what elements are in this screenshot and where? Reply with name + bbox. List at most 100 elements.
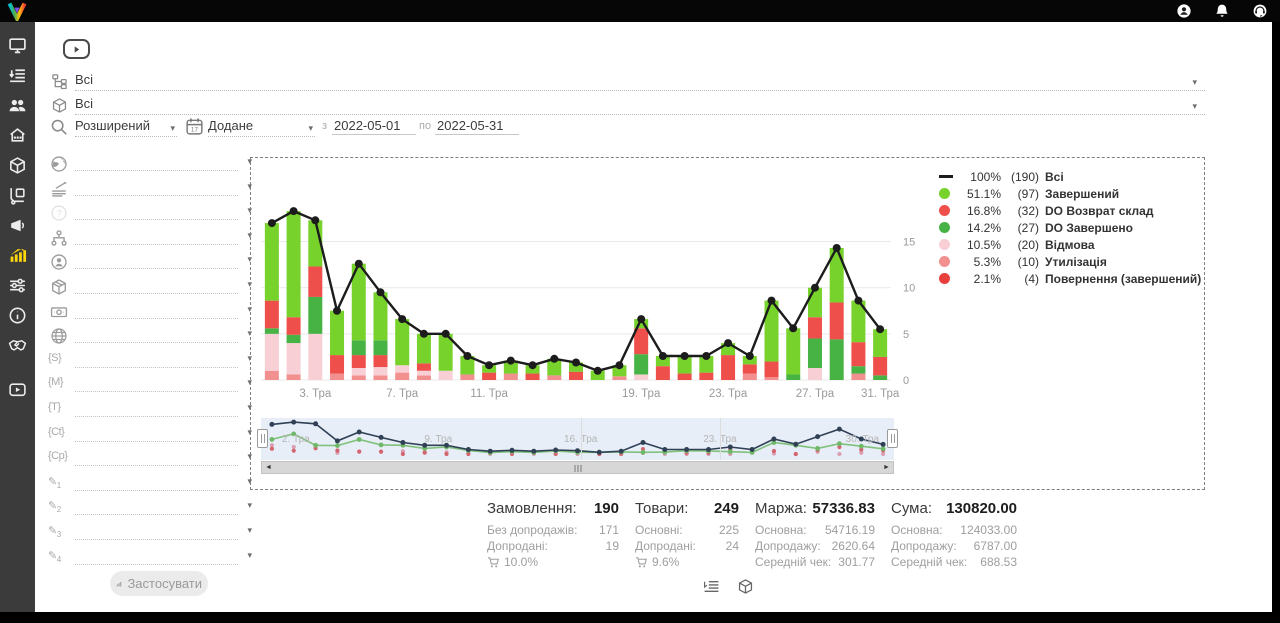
legend-item[interactable]: 100% (190) Всі [939, 168, 1201, 185]
category-select[interactable]: Всі ▾ [75, 72, 1205, 91]
app-logo-icon[interactable] [7, 1, 27, 21]
scrollbar-grip[interactable] [574, 464, 581, 472]
navigator-selection[interactable] [261, 418, 894, 460]
legend-item[interactable]: 10.5% (20) Відмова [939, 236, 1201, 253]
filter-select-8[interactable]: ▾ [75, 351, 252, 368]
filter-select-14[interactable]: ▾ [75, 498, 252, 516]
stat-cart-percent: 9.6% [635, 555, 739, 569]
filter-row-notes: ▾ [35, 177, 275, 202]
legend-swatch [939, 175, 959, 178]
product-select[interactable]: Всі ▾ [75, 96, 1205, 115]
chevron-down-icon: ▾ [247, 328, 252, 339]
filter-select-10[interactable]: ▾ [75, 400, 252, 417]
cube-icon [50, 278, 68, 296]
filter-select-16[interactable]: ▾ [75, 548, 252, 565]
main-content: Всі ▾ Всі ▾ Розширений ▾ 17 [35, 22, 1272, 612]
user-profile-icon[interactable] [1176, 3, 1192, 19]
support-headset-icon[interactable] [1252, 3, 1268, 19]
filter-select-6[interactable]: ▾ [75, 302, 252, 319]
chevron-down-icon: ▾ [247, 278, 252, 289]
legend-item[interactable]: 51.1% (97) Завершений [939, 185, 1201, 202]
category-tree-icon [51, 73, 68, 90]
date-to-label: по [419, 120, 432, 132]
filter-select-12[interactable]: ▾ [75, 449, 252, 467]
filter-select-3[interactable]: ▾ [75, 228, 252, 245]
scroll-left-arrow[interactable]: ◄ [265, 464, 272, 471]
scroll-right-arrow[interactable]: ► [883, 464, 890, 471]
filter-select-13[interactable]: ▾ [75, 474, 252, 491]
navigator-handle-left[interactable] [257, 429, 268, 448]
sidebar-item-trolley-icon[interactable] [8, 186, 27, 205]
list-view-toggle-icon[interactable] [703, 578, 720, 595]
sidebar-item-handshake-icon[interactable] [8, 336, 27, 355]
legend-swatch [939, 256, 959, 267]
filter-row-Cp: {Cp} ▾ [35, 447, 275, 472]
chevron-down-icon: ▾ [247, 451, 252, 462]
legend-item[interactable]: 5.3% (10) Утилізація [939, 253, 1201, 270]
svg-text:7. Тра: 7. Тра [386, 388, 419, 400]
apply-button-label: Застосувати [127, 576, 202, 591]
legend-label: Всі [1045, 169, 1064, 184]
stats-card: Маржа: 57336.83 Основна: 54716.19 Допродажу:… [755, 500, 875, 570]
filter-select-11[interactable]: ▾ [75, 425, 252, 442]
filter-row-user: ▾ [35, 250, 275, 275]
sidebar-item-order-list-icon[interactable] [8, 66, 27, 85]
filter-select-4[interactable]: ▾ [75, 252, 252, 270]
orders-stacked-chart[interactable]: 0 5 10 15 3. Тра 7. Тра 11. Тра 19. Тра 23. Тра 2… [261, 200, 921, 406]
chevron-down-icon: ▾ [247, 205, 252, 216]
legend-count: (27) [1017, 220, 1039, 235]
video-tutorial-button[interactable] [63, 39, 90, 59]
tag-cp-icon: {Cp} [48, 450, 68, 463]
stat-subrow: Основна: 124033.00 [891, 523, 1017, 537]
apply-button[interactable]: Застосувати [110, 571, 208, 596]
search-mode-value: Розширений [75, 118, 150, 133]
stat-value: 249 [713, 500, 739, 517]
navigator-axis-label: 9. Тра [424, 434, 453, 445]
filter-select-5[interactable]: ▾ [75, 277, 252, 294]
mini-chart-icon [116, 581, 122, 586]
navigator-handle-right[interactable] [887, 429, 898, 448]
sidebar-item-analytics-icon[interactable] [8, 246, 27, 265]
date-field-select[interactable]: Додане ▾ [208, 118, 315, 137]
filter-row-pencil4: ✎4 ▾ [35, 546, 275, 571]
box-view-toggle-icon[interactable] [737, 578, 754, 595]
sidebar-item-megaphone-icon[interactable] [8, 216, 27, 235]
chart-scrollbar[interactable]: ◄ ► [261, 461, 894, 474]
stat-subrow: Середній чек: 301.77 [755, 555, 875, 569]
stat-title: Замовлення: [487, 500, 577, 517]
legend-percent: 2.1% [973, 271, 1001, 286]
stat-subrow: Без допродажів: 171 [487, 523, 619, 537]
svg-text:31. Тра: 31. Тра [861, 388, 900, 400]
legend-percent: 100% [970, 169, 1001, 184]
legend-count: (190) [1010, 169, 1039, 184]
filter-select-1[interactable]: ▾ [75, 179, 252, 196]
sidebar-item-package-icon[interactable] [8, 156, 27, 175]
stat-cart-percent: 10.0% [487, 555, 619, 569]
navigator-axis-label: 30. Тра [845, 434, 880, 445]
legend-count: (4) [1024, 271, 1039, 286]
notifications-bell-icon[interactable] [1214, 3, 1230, 19]
filter-select-7[interactable]: ▾ [75, 326, 252, 344]
filter-select-2[interactable]: ▾ [75, 203, 252, 221]
filter-select-0[interactable]: ▾ [75, 154, 252, 171]
sidebar-item-video-icon[interactable] [8, 380, 27, 399]
stat-title: Сума: [891, 500, 932, 517]
filter-select-15[interactable]: ▾ [75, 523, 252, 540]
stats-card: Товари: 249 Основні: 225 Допродані: 24 9.6% [635, 500, 739, 570]
search-mode-select[interactable]: Розширений ▾ [75, 118, 177, 137]
date-from-input[interactable] [332, 116, 416, 135]
date-to-input[interactable] [435, 116, 519, 135]
chart-navigator[interactable]: 2. Тра 9. Тра 16. Тра 23. Тра 30. Тра [257, 418, 898, 460]
legend-item[interactable]: 14.2% (27) DO Завершено [939, 219, 1201, 236]
sidebar-item-customers-icon[interactable] [8, 96, 27, 115]
sidebar-item-store-icon[interactable] [8, 126, 27, 145]
svg-text:19. Тра: 19. Тра [622, 388, 661, 400]
legend-item[interactable]: 2.1% (4) Повернення (завершений) [939, 270, 1201, 287]
legend-swatch [939, 273, 959, 284]
sidebar-item-sliders-icon[interactable] [8, 276, 27, 295]
filter-select-9[interactable]: ▾ [75, 375, 252, 393]
legend-item[interactable]: 16.8% (32) DO Возврат склад [939, 202, 1201, 219]
date-from-label: з [322, 120, 328, 132]
sidebar-item-info-icon[interactable] [8, 306, 27, 325]
sidebar-item-monitor-icon[interactable] [8, 36, 27, 55]
